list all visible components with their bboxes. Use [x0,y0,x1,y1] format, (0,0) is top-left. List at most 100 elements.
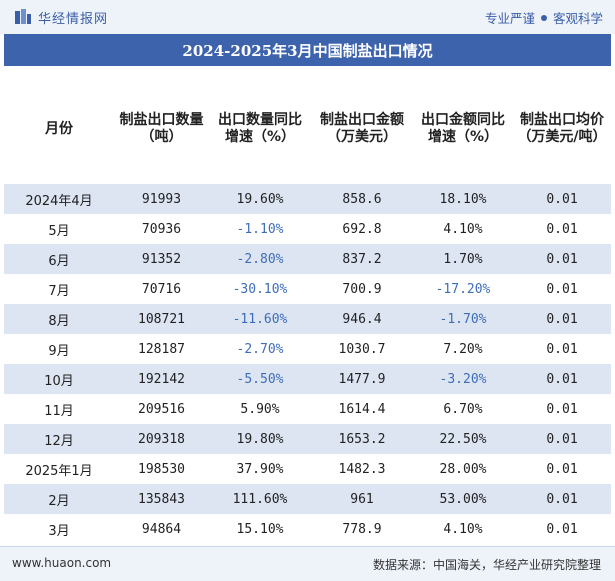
cell-amount: 858.6 [311,184,413,214]
slogan-left: 专业严谨 [484,11,535,26]
cell-amount-yoy: 53.00% [413,484,513,514]
brand[interactable]: 华经情报网 [14,7,108,27]
cell-amount-yoy: 28.00% [413,454,513,484]
cell-amount: 778.9 [311,514,413,544]
header-amount-yoy: 出口金额同比增速（%） [421,112,505,145]
header-amount: 制盐出口金额（万美元） [320,112,404,145]
cell-quantity: 94864 [114,514,209,544]
cell-quantity-yoy: 37.90% [209,454,311,484]
table-row: 2025年1月 198530 37.90% 1482.3 28.00% 0.01 [4,454,611,484]
table-row: 5月 70936 -1.10% 692.8 4.10% 0.01 [4,214,611,244]
cell-quantity-yoy: -5.50% [209,364,311,394]
footer-source: 数据来源：中国海关，华经产业研究院整理 [372,558,601,572]
cell-month: 11月 [4,394,114,424]
cell-month: 7月 [4,274,114,304]
cell-amount: 1653.2 [311,424,413,454]
cell-month: 2025年1月 [4,454,114,484]
cell-amount-yoy: 6.70% [413,394,513,424]
cell-quantity: 209318 [114,424,209,454]
cell-month: 6月 [4,244,114,274]
page-title: 2024-2025年3月中国制盐出口情况 [4,34,611,66]
cell-unit-price: 0.01 [513,394,611,424]
cell-amount-yoy: 22.50% [413,424,513,454]
cell-quantity: 70716 [114,274,209,304]
cell-amount: 1614.4 [311,394,413,424]
cell-amount-yoy: -3.20% [413,364,513,394]
cell-unit-price: 0.01 [513,364,611,394]
cell-quantity-yoy: -2.80% [209,244,311,274]
table-row: 11月 209516 5.90% 1614.4 6.70% 0.01 [4,394,611,424]
cell-month: 2024年4月 [4,184,114,214]
cell-quantity: 198530 [114,454,209,484]
cell-month: 5月 [4,214,114,244]
cell-quantity-yoy: 19.60% [209,184,311,214]
cell-amount-yoy: 7.20% [413,334,513,364]
cell-unit-price: 0.01 [513,484,611,514]
cell-month: 3月 [4,514,114,544]
footer-url[interactable]: www.huaon.com [12,556,112,570]
table-row: 9月 128187 -2.70% 1030.7 7.20% 0.01 [4,334,611,364]
cell-unit-price: 0.01 [513,214,611,244]
cell-unit-price: 0.01 [513,304,611,334]
table-row: 8月 108721 -11.60% 946.4 -1.70% 0.01 [4,304,611,334]
cell-quantity: 70936 [114,214,209,244]
cell-month: 2月 [4,484,114,514]
cell-quantity-yoy: -2.70% [209,334,311,364]
table-row: 2月 135843 111.60% 961 53.00% 0.01 [4,484,611,514]
cell-month: 9月 [4,334,114,364]
cell-unit-price: 0.01 [513,424,611,454]
cell-quantity: 108721 [114,304,209,334]
cell-amount: 961 [311,484,413,514]
cell-amount-yoy: 18.10% [413,184,513,214]
cell-quantity-yoy: -11.60% [209,304,311,334]
logo-icon [15,9,31,24]
cell-quantity-yoy: 111.60% [209,484,311,514]
cell-amount-yoy: 4.10% [413,214,513,244]
cell-amount-yoy: 1.70% [413,244,513,274]
brand-name: 华经情报网 [38,11,109,27]
cell-quantity: 91352 [114,244,209,274]
data-table: 月份 制盐出口数量（吨） 出口数量同比增速（%） 制盐出口金额（万美元） 出口金… [4,74,611,544]
cell-quantity-yoy: 15.10% [209,514,311,544]
cell-amount: 946.4 [311,304,413,334]
cell-unit-price: 0.01 [513,184,611,214]
cell-amount-yoy: 4.10% [413,514,513,544]
header-quantity-yoy: 出口数量同比增速（%） [218,112,302,145]
table-row: 3月 94864 15.10% 778.9 4.10% 0.01 [4,514,611,544]
cell-quantity: 128187 [114,334,209,364]
cell-quantity: 192142 [114,364,209,394]
cell-amount: 837.2 [311,244,413,274]
cell-unit-price: 0.01 [513,334,611,364]
cell-quantity-yoy: -30.10% [209,274,311,304]
cell-amount: 700.9 [311,274,413,304]
cell-quantity-yoy: -1.10% [209,214,311,244]
header-unit-price: 制盐出口均价（万美元/吨） [517,112,607,145]
cell-amount: 1477.9 [311,364,413,394]
cell-amount-yoy: -1.70% [413,304,513,334]
cell-quantity: 91993 [114,184,209,214]
table-row: 12月 209318 19.80% 1653.2 22.50% 0.01 [4,424,611,454]
cell-quantity-yoy: 5.90% [209,394,311,424]
cell-amount: 1482.3 [311,454,413,484]
cell-quantity: 209516 [114,394,209,424]
table-header-row: 月份 制盐出口数量（吨） 出口数量同比增速（%） 制盐出口金额（万美元） 出口金… [4,74,611,184]
cell-amount: 1030.7 [311,334,413,364]
table-row: 2024年4月 91993 19.60% 858.6 18.10% 0.01 [4,184,611,214]
cell-month: 10月 [4,364,114,394]
cell-unit-price: 0.01 [513,514,611,544]
table-row: 6月 91352 -2.80% 837.2 1.70% 0.01 [4,244,611,274]
header-month: 月份 [45,120,73,137]
cell-unit-price: 0.01 [513,244,611,274]
cell-quantity-yoy: 19.80% [209,424,311,454]
cell-amount-yoy: -17.20% [413,274,513,304]
footer: www.huaon.com 数据来源：中国海关，华经产业研究院整理 [0,546,615,581]
cell-unit-price: 0.01 [513,454,611,484]
separator-dot-icon [540,14,547,21]
cell-quantity: 135843 [114,484,209,514]
top-bar: 华经情报网 专业严谨 客观科学 [0,0,615,34]
slogan-right: 客观科学 [552,11,603,26]
slogan: 专业严谨 客观科学 [485,8,603,27]
table-row: 7月 70716 -30.10% 700.9 -17.20% 0.01 [4,274,611,304]
table-row: 10月 192142 -5.50% 1477.9 -3.20% 0.01 [4,364,611,394]
cell-amount: 692.8 [311,214,413,244]
